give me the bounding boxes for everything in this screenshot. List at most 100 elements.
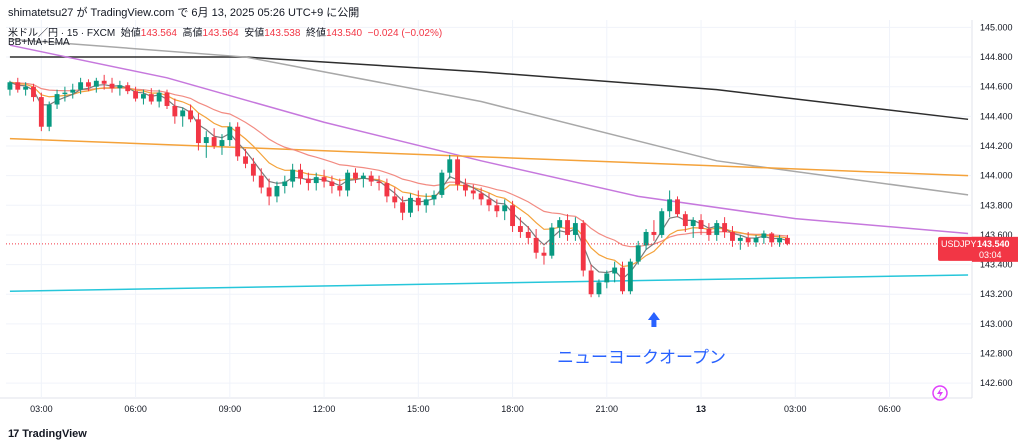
candle-body: [290, 169, 296, 182]
candle-body: [463, 184, 468, 191]
tradingview-logo-icon: 17: [8, 428, 19, 440]
bolt-icon[interactable]: [932, 385, 948, 401]
candle-body: [604, 273, 610, 283]
candle-body: [439, 172, 445, 195]
candle-body: [360, 175, 366, 179]
annotation-label: ニューヨークオープン: [557, 348, 726, 367]
time-tick-label: 12:00: [313, 404, 336, 414]
candle-body: [70, 89, 76, 93]
candle-body: [101, 80, 107, 84]
candle-body: [148, 94, 154, 102]
open-value: 143.564: [140, 28, 177, 39]
price-tag-countdown: 03:04: [979, 250, 1002, 260]
candle-body: [345, 172, 351, 191]
candle-body: [714, 223, 720, 235]
annotation-arrow-icon: [647, 312, 660, 327]
price-tick-label: 142.800: [980, 349, 1013, 359]
candle-body: [447, 159, 453, 173]
time-tick-label: 03:00: [784, 404, 807, 414]
footer-brand[interactable]: 17 TradingView: [8, 428, 87, 440]
indicator-legend[interactable]: BB+MA+EMA: [8, 37, 70, 48]
candle-body: [235, 126, 241, 157]
candle-body: [651, 231, 657, 235]
candle-body: [478, 193, 484, 200]
candle-body: [682, 214, 688, 227]
price-tag: USDJPY 143.540 03:04: [938, 236, 1018, 262]
candle-body: [384, 183, 390, 197]
symbol-info: 米ドル／円 · 15 · FXCM 始値143.564 高値143.564 安値…: [8, 24, 442, 39]
indicator-line: [9, 38, 969, 196]
candle-body: [243, 156, 248, 164]
candle-body: [510, 205, 515, 227]
candle-body: [753, 237, 759, 243]
candle-body: [180, 110, 186, 117]
price-tick-label: 143.000: [980, 319, 1013, 329]
low-value: 143.538: [264, 28, 301, 39]
candle-body: [305, 178, 311, 184]
high-value: 143.564: [202, 28, 239, 39]
candle-body: [133, 91, 139, 99]
time-tick-label: 06:00: [878, 404, 901, 414]
candle-body: [470, 190, 476, 194]
candle-body: [580, 223, 586, 271]
candle-body: [46, 104, 52, 127]
candle-body: [392, 196, 398, 203]
price-tick-label: 144.600: [980, 82, 1013, 92]
candle-body: [502, 205, 508, 212]
candle-body: [353, 172, 358, 179]
candle-body: [572, 223, 578, 235]
candle-body: [761, 233, 767, 238]
candle-body: [620, 267, 625, 292]
high-label: 高値: [182, 28, 203, 39]
candle-body: [337, 186, 343, 191]
candle-body: [329, 181, 335, 187]
candle-body: [282, 181, 288, 187]
candle-body: [698, 220, 704, 230]
candle-body: [195, 119, 201, 144]
symbol-name[interactable]: 米ドル／円 · 15 · FXCM: [8, 28, 116, 39]
candle-body: [745, 237, 751, 243]
indicator-lines: [9, 38, 969, 293]
candle-body: [612, 267, 618, 274]
price-tag-price: 143.540: [977, 239, 1010, 249]
candle-body: [596, 282, 602, 295]
candle-body: [117, 85, 123, 89]
candle-body: [415, 197, 421, 206]
time-tick-label: 18:00: [501, 404, 524, 414]
candle-body: [313, 177, 319, 184]
candle-body: [38, 97, 44, 127]
candle-body: [690, 220, 696, 227]
candle-body: [109, 83, 115, 89]
candle-body: [486, 199, 492, 206]
candle-body: [769, 233, 775, 243]
price-tick-label: 142.600: [980, 378, 1013, 388]
open-label: 始値: [120, 28, 141, 39]
time-axis[interactable]: 03:00 06:00 09:00 12:00 15:00 18:00 21:00 13 03:…: [30, 404, 901, 414]
indicator-line: [9, 137, 969, 177]
candle-body: [250, 163, 256, 176]
candle-body: [408, 197, 413, 213]
grid-lines: [0, 20, 973, 399]
candle-body: [141, 94, 146, 99]
price-tick-label: 144.400: [980, 111, 1013, 121]
low-label: 安値: [244, 28, 265, 39]
candle-body: [258, 175, 264, 188]
price-axis[interactable]: 145.000 144.800 144.600 144.400 144.200 144.0…: [980, 22, 1013, 388]
candle-body: [675, 199, 680, 215]
candle-body: [211, 137, 217, 146]
candle-body: [565, 220, 570, 235]
publish-info: shimatetsu27 が TradingView.com で 6月 13, …: [8, 7, 360, 19]
indicator-line: [9, 56, 969, 121]
candle-body: [525, 231, 531, 238]
price-tag-symbol: USDJPY: [941, 239, 977, 249]
candle-body: [125, 85, 131, 92]
arrow-shape: [647, 312, 660, 327]
candle-body: [659, 211, 665, 235]
candle-body: [31, 86, 36, 98]
candle-body: [188, 110, 193, 120]
candle-body: [667, 199, 673, 212]
candle-body: [7, 82, 13, 90]
candle-body: [588, 270, 594, 295]
candle-body: [400, 202, 406, 213]
